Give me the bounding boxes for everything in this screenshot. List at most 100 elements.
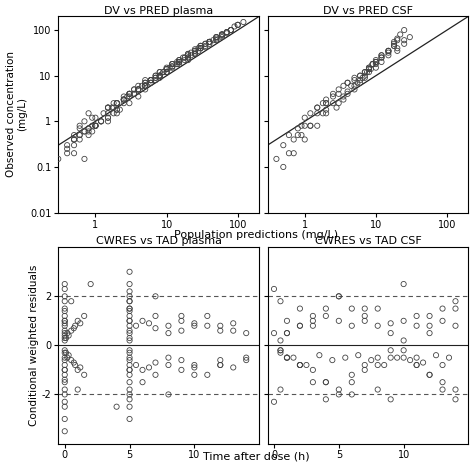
Point — [307, 122, 314, 130]
Point — [378, 52, 385, 59]
Point — [301, 114, 309, 122]
Point — [173, 60, 181, 68]
Point — [322, 396, 329, 403]
Point — [365, 64, 373, 71]
Point — [160, 69, 167, 76]
Point — [309, 312, 317, 320]
Point — [85, 128, 92, 135]
Point — [452, 305, 459, 312]
Point — [175, 60, 183, 68]
Point — [426, 312, 433, 320]
Point — [74, 386, 82, 393]
Point — [104, 110, 112, 117]
Point — [152, 312, 159, 320]
Point — [384, 47, 392, 55]
Point — [175, 58, 183, 66]
Point — [141, 76, 149, 84]
Point — [113, 99, 121, 107]
Point — [164, 354, 172, 361]
Point — [361, 72, 369, 79]
Point — [283, 354, 291, 361]
Point — [369, 60, 376, 68]
Point — [201, 40, 209, 48]
Point — [452, 396, 459, 403]
Point — [413, 312, 420, 320]
Point — [344, 79, 351, 87]
Point — [61, 281, 69, 288]
Point — [223, 28, 230, 36]
Point — [126, 312, 133, 320]
Point — [61, 371, 69, 378]
Point — [175, 58, 183, 66]
Point — [406, 356, 414, 364]
Point — [61, 334, 69, 342]
Point — [387, 320, 394, 327]
Y-axis label: Conditional weighted residuals: Conditional weighted residuals — [29, 265, 39, 426]
Point — [234, 21, 242, 28]
Point — [283, 329, 291, 337]
Point — [361, 69, 369, 76]
Text: Time after dose (h): Time after dose (h) — [203, 452, 309, 461]
Point — [277, 386, 284, 393]
Point — [290, 136, 298, 143]
Point — [197, 42, 204, 49]
Point — [191, 364, 198, 371]
Point — [97, 117, 105, 125]
Point — [97, 117, 105, 125]
Point — [61, 361, 69, 369]
Point — [152, 72, 159, 79]
Point — [390, 42, 398, 49]
Point — [203, 312, 211, 320]
Point — [212, 34, 220, 41]
Point — [270, 398, 278, 405]
Point — [126, 356, 133, 364]
Point — [141, 82, 149, 89]
Point — [61, 285, 69, 293]
Point — [126, 349, 133, 356]
Point — [126, 391, 133, 398]
Point — [270, 285, 278, 293]
Point — [439, 361, 447, 369]
Point — [184, 50, 192, 58]
Point — [313, 122, 321, 130]
Point — [348, 371, 356, 378]
Point — [145, 364, 153, 371]
Point — [374, 305, 382, 312]
Point — [104, 117, 112, 125]
Point — [147, 76, 155, 84]
Text: Population predictions (mg/L): Population predictions (mg/L) — [174, 230, 338, 240]
Point — [120, 93, 128, 100]
Point — [365, 65, 373, 73]
Point — [369, 60, 376, 68]
Point — [277, 349, 284, 356]
Point — [64, 329, 71, 337]
Point — [335, 386, 343, 393]
Point — [296, 361, 304, 369]
Point — [163, 65, 170, 73]
Point — [104, 104, 112, 111]
Point — [126, 361, 133, 369]
Point — [229, 327, 237, 335]
Point — [390, 42, 398, 49]
Point — [126, 90, 133, 97]
Point — [372, 60, 380, 68]
Point — [126, 268, 133, 275]
Point — [104, 114, 112, 122]
Point — [381, 361, 388, 369]
Point — [401, 36, 408, 44]
Point — [126, 99, 133, 107]
Point — [126, 305, 133, 312]
Point — [273, 155, 280, 163]
Point — [387, 396, 394, 403]
Point — [195, 47, 202, 55]
Point — [113, 99, 121, 107]
Point — [218, 31, 226, 38]
Point — [70, 136, 78, 143]
Point — [152, 371, 159, 378]
Point — [160, 69, 167, 76]
Point — [452, 322, 459, 329]
Point — [280, 163, 287, 171]
Point — [163, 69, 170, 76]
Point — [181, 56, 189, 64]
Point — [126, 90, 133, 97]
